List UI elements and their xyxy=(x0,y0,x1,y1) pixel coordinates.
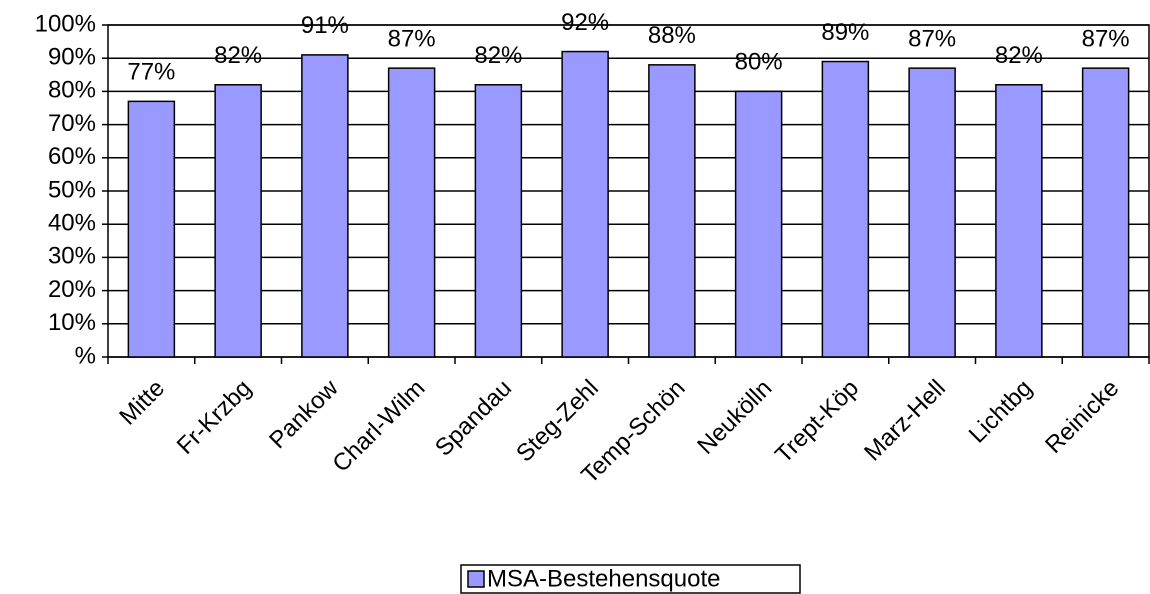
data-label: 82% xyxy=(214,42,262,69)
data-label: 87% xyxy=(908,26,956,53)
x-tick-label: Lichtbg xyxy=(964,375,1038,449)
x-tick-label: Spandau xyxy=(430,375,517,462)
data-label: 88% xyxy=(648,22,696,49)
bar xyxy=(387,67,436,358)
y-tick-label: 80% xyxy=(48,77,96,104)
x-tick-label: Pankow xyxy=(264,374,344,454)
bar xyxy=(821,60,870,358)
data-label: 82% xyxy=(474,42,522,69)
y-tick-label: 100% xyxy=(35,10,96,37)
legend-swatch xyxy=(467,570,485,588)
x-tick-label: Neukölln xyxy=(692,375,777,460)
y-tick-label: 40% xyxy=(48,210,96,237)
y-tick-label: % xyxy=(75,342,96,369)
x-tick-label: Steg-Zehl xyxy=(511,375,604,468)
bar xyxy=(1081,67,1130,358)
data-label: 82% xyxy=(995,42,1043,69)
bar xyxy=(561,50,609,358)
data-label: 87% xyxy=(388,26,436,53)
x-tick-label: Mitte xyxy=(114,375,170,431)
bar xyxy=(648,64,696,358)
data-label: 80% xyxy=(735,49,783,76)
y-tick-label: 60% xyxy=(48,143,96,170)
x-tick-label: Charl-Wilm xyxy=(327,375,430,478)
bar xyxy=(474,84,523,358)
y-tick-label: 20% xyxy=(48,276,96,303)
y-tick-label: 10% xyxy=(48,309,96,336)
data-label: 77% xyxy=(127,59,175,86)
x-tick-label: Marz-Hell xyxy=(859,375,951,467)
y-tick-label: 50% xyxy=(48,176,96,203)
bar xyxy=(127,100,176,358)
data-label: 92% xyxy=(561,9,609,36)
y-tick-label: 90% xyxy=(48,44,96,71)
x-tick-label: Trept-Köp xyxy=(770,375,864,469)
bar xyxy=(995,84,1043,358)
y-tick-label: 30% xyxy=(48,243,96,270)
bar xyxy=(301,54,349,358)
bar xyxy=(908,67,956,358)
x-tick-label: Fr-Krzbg xyxy=(172,375,257,460)
data-label: 87% xyxy=(1082,26,1130,53)
data-label: 91% xyxy=(301,12,349,39)
bar xyxy=(214,84,262,358)
y-tick-label: 70% xyxy=(48,110,96,137)
legend-box xyxy=(460,564,801,594)
data-label: 89% xyxy=(821,19,869,46)
legend-label: MSA-Bestehensquote xyxy=(487,565,720,592)
bar xyxy=(734,90,783,358)
x-tick-label: Reinicke xyxy=(1040,375,1124,459)
